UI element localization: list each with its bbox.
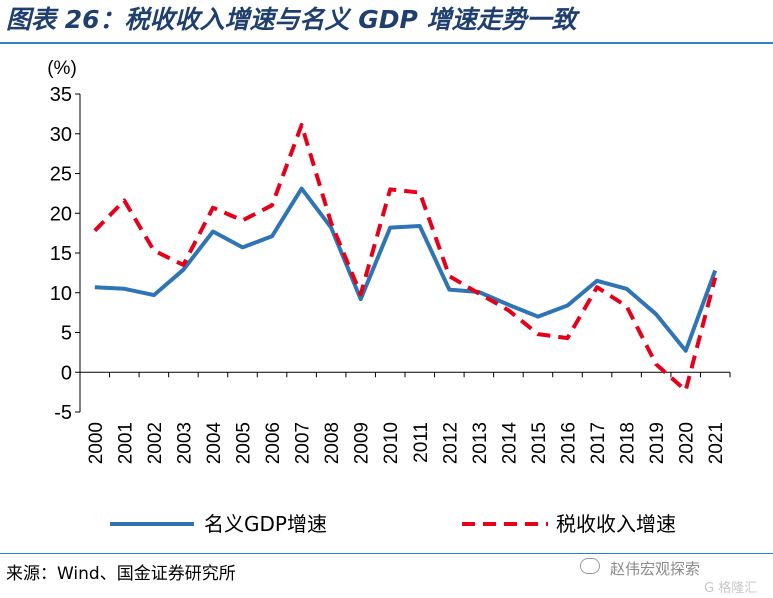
- y-axis: (%) 35 30 25 20 15 10 5 0 -5: [47, 58, 81, 424]
- y-tick-label: 0: [61, 362, 72, 384]
- x-tick-label: 2001: [115, 422, 136, 464]
- x-tick-label: 2010: [381, 422, 402, 464]
- x-tick-label: 2011: [411, 422, 432, 463]
- title-divider: [0, 42, 773, 44]
- series-lines: [93, 123, 718, 393]
- x-tick-label: 2008: [322, 422, 343, 464]
- watermark-sub: G 格隆汇: [704, 581, 758, 596]
- watermark-text: 赵伟宏观探索: [610, 560, 701, 578]
- source-divider: [0, 553, 773, 554]
- y-tick-label: 15: [50, 243, 72, 265]
- watermark: 赵伟宏观探索 G 格隆汇: [580, 556, 770, 596]
- x-tick-label: 2017: [588, 422, 609, 464]
- y-tick-label: 25: [50, 164, 72, 186]
- x-tick-label: 2006: [263, 422, 284, 464]
- x-tick-label: 2018: [618, 422, 639, 464]
- x-tick-label: 2002: [145, 422, 166, 464]
- y-tick-label: 30: [50, 124, 72, 146]
- x-tick-label: 2019: [647, 422, 668, 464]
- y-tick-label: -5: [54, 402, 72, 424]
- x-tick-label: 2007: [293, 422, 314, 464]
- x-tick-label: 2014: [499, 422, 520, 465]
- x-tick-label: 2012: [440, 422, 461, 464]
- x-tick-label: 2000: [86, 422, 107, 464]
- legend-label-tax: 税收收入增速: [556, 512, 676, 536]
- x-tick-label: 2004: [204, 422, 225, 465]
- x-tick-label: 2013: [470, 422, 491, 464]
- x-tick-label: 2020: [677, 422, 698, 464]
- y-tick-label: 20: [50, 203, 72, 225]
- x-tick-label: 2003: [174, 422, 195, 464]
- y-axis-unit: (%): [47, 58, 77, 79]
- series-line-gdp: [94, 186, 718, 353]
- x-tick-label: 2009: [352, 422, 373, 464]
- series-line-tax: [93, 123, 718, 393]
- y-tick-label: 35: [50, 84, 72, 106]
- x-axis: 2000 2001 2002 2003 2004 2005 2006 2007 2008 2009…: [79, 371, 731, 465]
- source-note: 来源：Wind、国金证券研究所: [6, 564, 236, 584]
- wechat-icon: [580, 557, 600, 574]
- y-tick-label: 10: [50, 283, 72, 305]
- x-tick-label: 2015: [529, 422, 550, 464]
- x-tick-label: 2021: [706, 422, 727, 464]
- y-tick-label: 5: [61, 323, 72, 345]
- legend-label-gdp: 名义GDP增速: [204, 512, 327, 536]
- legend: 名义GDP增速 税收收入增速: [110, 512, 676, 536]
- x-tick-label: 2016: [559, 422, 580, 464]
- x-tick-label: 2005: [234, 422, 255, 464]
- chart-title: 图表 26：税收收入增速与名义 GDP 增速走势一致: [6, 5, 577, 34]
